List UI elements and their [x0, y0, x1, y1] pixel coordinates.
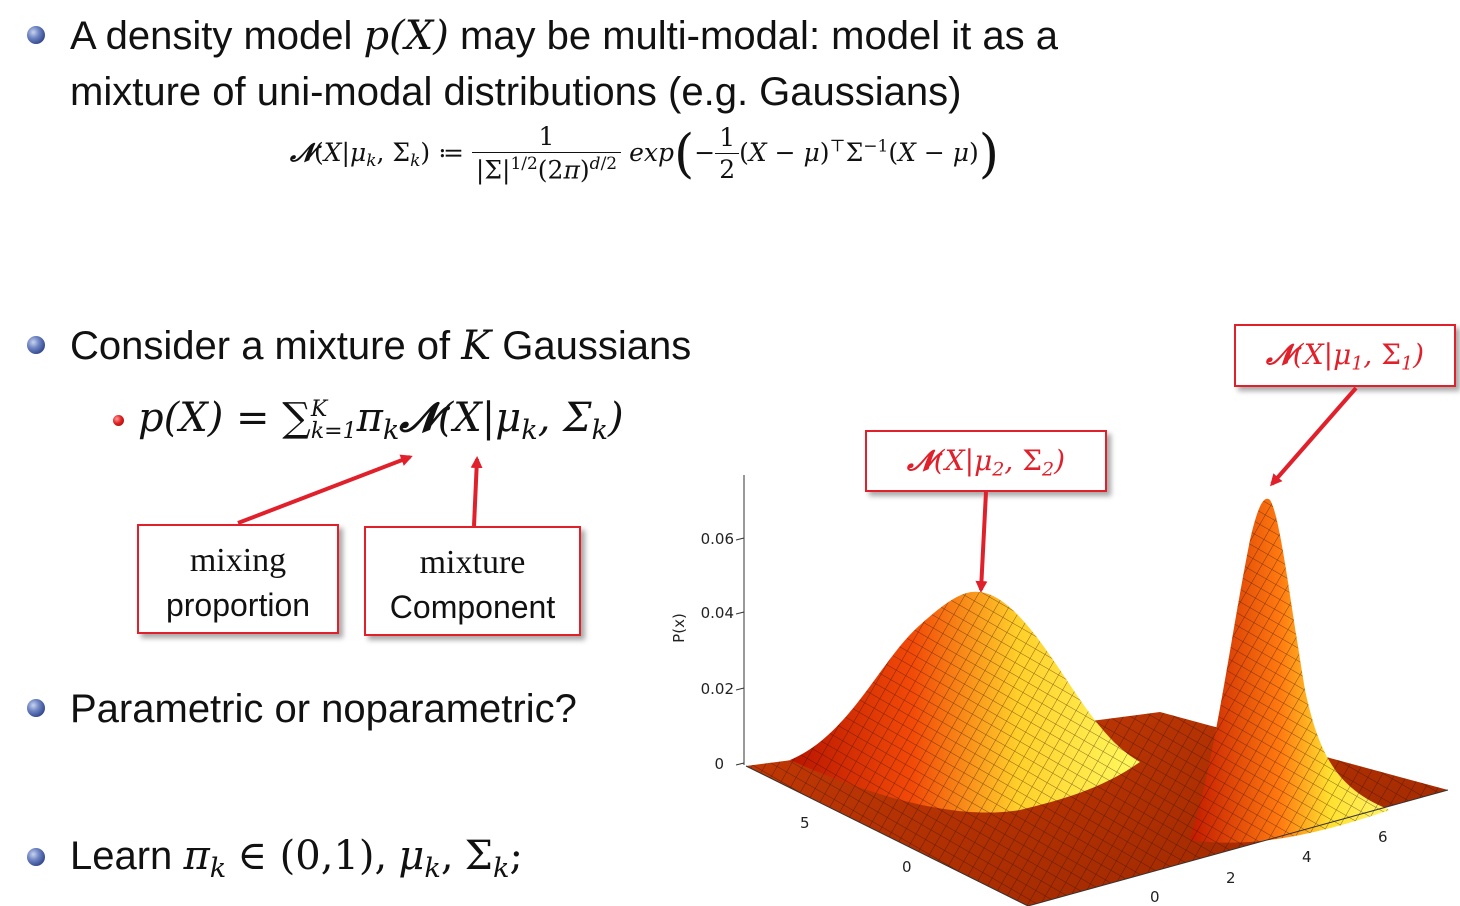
y-tick-6: 6 [1378, 828, 1388, 846]
bullet-icon [27, 699, 45, 717]
density-bullet-line2: mixture of uni-modal distributions (e.g.… [70, 70, 962, 114]
z-tick-002: 0.02 [701, 680, 734, 698]
bullet-icon [27, 26, 45, 44]
z-axis: 0 0.02 0.04 0.06 P(x) [670, 475, 745, 773]
gaussian-2-box: 𝓝(X|μ2, Σ2) [865, 430, 1107, 492]
y-tick-2: 2 [1226, 869, 1236, 887]
parametric-bullet: Parametric or noparametric? [70, 687, 577, 731]
consider-K: K [461, 323, 492, 369]
sub-bullet-icon [113, 415, 124, 426]
component-arrow [470, 456, 483, 527]
mixture-label: mixture [419, 544, 526, 581]
y-tick-4: 4 [1302, 848, 1312, 866]
density-text-b: may be multi-modal: model it as a [459, 14, 1058, 58]
z-tick-004: 0.04 [701, 604, 734, 622]
bullet-icon [27, 336, 45, 354]
y-axis-label: P(x) [670, 613, 688, 643]
z-tick-0: 0 [714, 755, 724, 773]
component-label: Component [389, 588, 556, 625]
consider-bullet: Consider a mixture of K Gaussians [70, 326, 691, 366]
z-tick-006: 0.06 [701, 530, 734, 548]
mixing-arrow [237, 454, 413, 525]
mixture-component-box: mixture Component [364, 526, 581, 636]
consider-text-b: Gaussians [502, 324, 692, 368]
floor-axes: 5 0 0 2 4 6 [745, 765, 1449, 906]
gaussian-1-arrow [1270, 386, 1358, 487]
proportion-label: proportion [165, 586, 311, 623]
learn-text: Learn [70, 834, 173, 878]
mixing-label: mixing [189, 542, 287, 579]
gaussian-formula: 𝓝(X|μk, Σk) ≔ 1 |Σ|1/2(2π)d/2 exp(− 1 2 (X −… [290, 122, 1000, 185]
x-tick-0: 0 [902, 858, 912, 876]
bullet-icon [27, 848, 45, 866]
density-math: p(X) [363, 13, 449, 59]
gaussian-1-box: 𝓝(X|μ1, Σ1) [1234, 324, 1456, 387]
y-tick-0: 0 [1150, 888, 1160, 906]
density-text-a: A density model [70, 14, 353, 58]
mixing-proportion-box: mixing proportion [137, 524, 339, 634]
gaussian-2-arrow [975, 491, 988, 593]
density-bullet-line1: A density model p(X) may be multi-modal:… [70, 16, 1058, 56]
x-tick-5: 5 [800, 814, 810, 832]
learn-bullet: Learn πk ∈ (0,1), μk, Σk; [70, 833, 523, 885]
consider-text-a: Consider a mixture of [70, 324, 451, 368]
